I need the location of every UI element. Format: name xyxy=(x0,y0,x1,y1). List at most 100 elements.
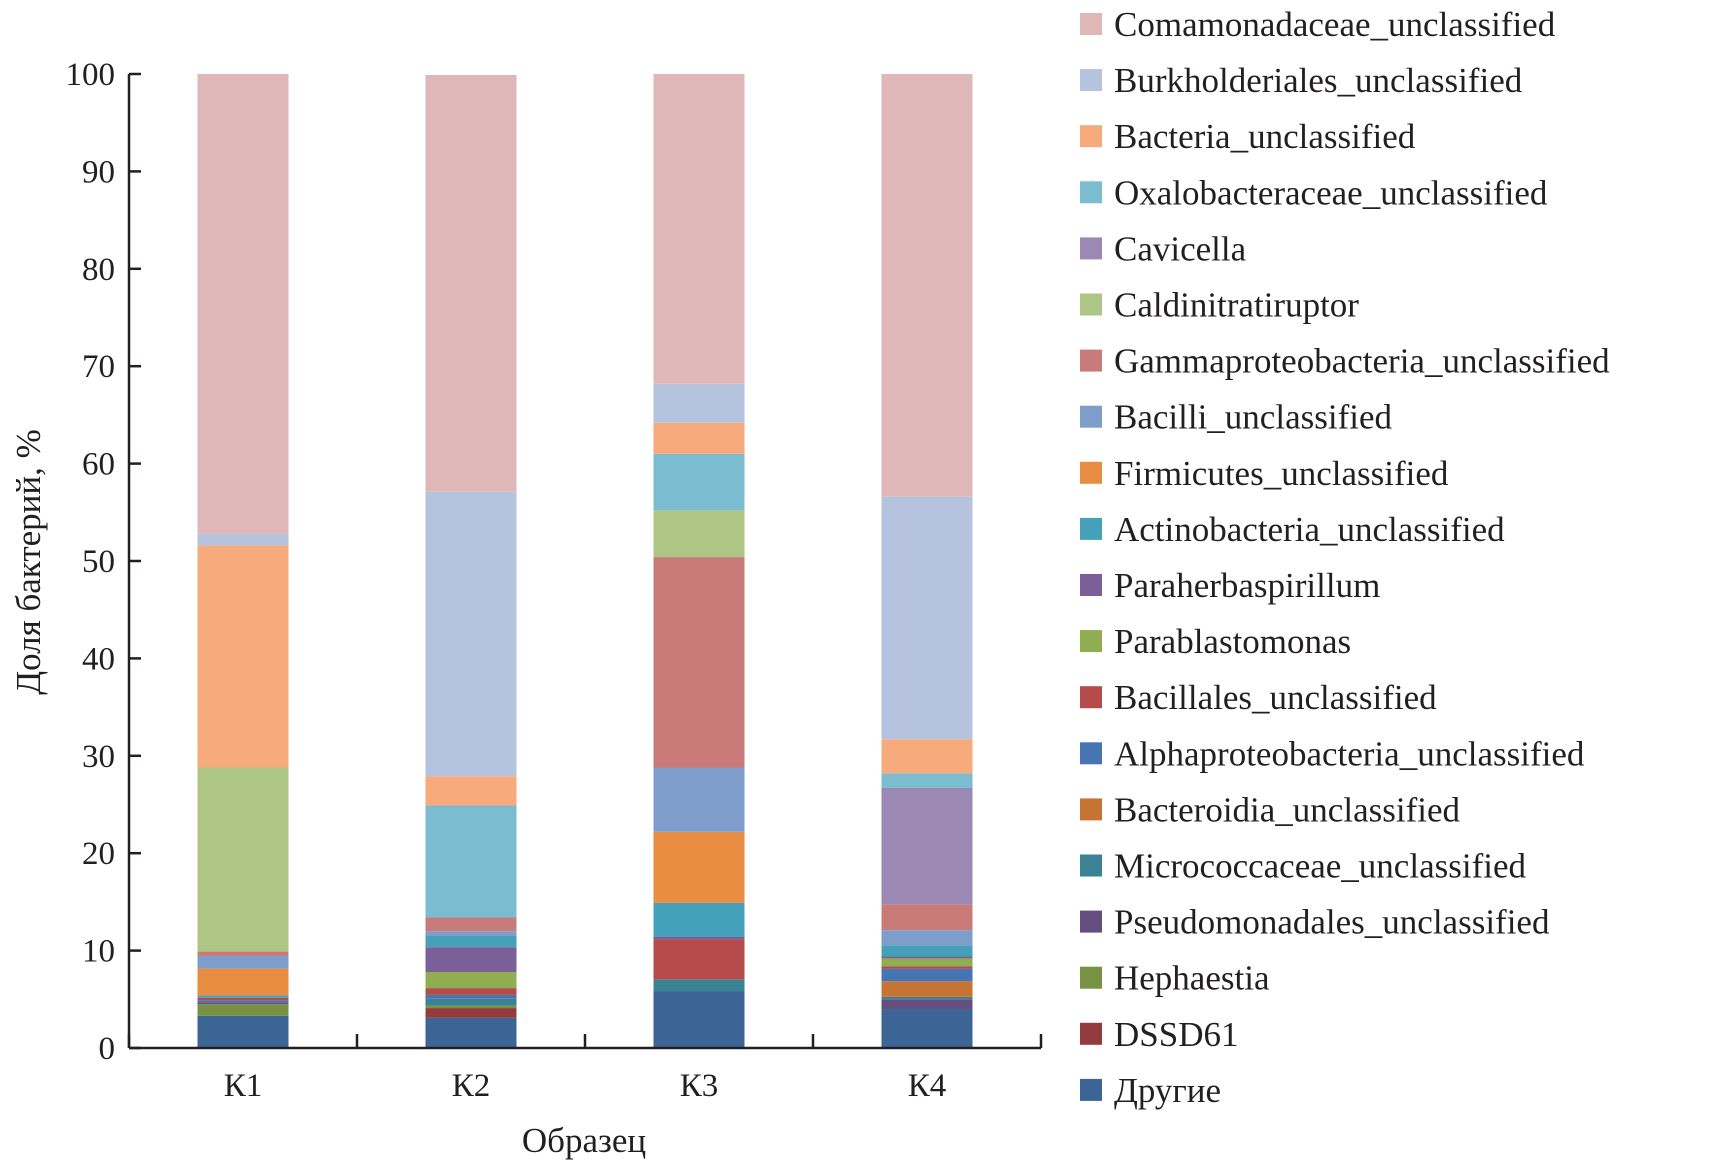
bar-segment-К2-9 xyxy=(425,947,517,973)
legend-swatch xyxy=(1080,686,1102,709)
legend-swatch xyxy=(1080,966,1102,989)
bar-segment-К4-0 xyxy=(881,1009,973,1048)
bar-segment-К3-17 xyxy=(653,422,745,454)
x-tick-label: К2 xyxy=(452,1068,491,1104)
legend-swatch xyxy=(1080,461,1102,484)
legend-label: Micrococcaceae_unclassified xyxy=(1114,847,1526,886)
legend-label: Gammaproteobacteria_unclassified xyxy=(1114,342,1610,381)
legend-swatch xyxy=(1080,854,1102,877)
bar-segment-К4-4 xyxy=(881,996,973,1000)
bar-segment-К1-7 xyxy=(197,997,289,1001)
bar-segment-К4-13 xyxy=(881,904,973,931)
bar-segment-К2-18 xyxy=(425,491,517,777)
bar-segment-К3-7 xyxy=(653,939,745,980)
legend-swatch xyxy=(1080,574,1102,596)
y-tick-label: 90 xyxy=(82,154,115,190)
bar-segment-К2-17 xyxy=(425,776,517,806)
legend-label: Cavicella xyxy=(1114,229,1247,268)
legend-label: Bacilli_unclassified xyxy=(1114,398,1392,437)
legend-label: Actinobacteria_unclassified xyxy=(1114,510,1505,549)
bar-segment-К2-7 xyxy=(425,988,517,995)
x-tick-label: К3 xyxy=(680,1068,719,1104)
bar-segment-К3-14 xyxy=(653,510,745,558)
bar-segment-К2-1 xyxy=(425,1008,517,1018)
bar-segment-К1-19 xyxy=(197,74,289,534)
bar-segment-К2-6 xyxy=(425,994,517,999)
legend-label: Pseudomonadales_unclassified xyxy=(1114,903,1550,942)
legend-label: Firmicutes_unclassified xyxy=(1114,454,1449,493)
bar-segment-К2-19 xyxy=(425,74,517,492)
legend-swatch xyxy=(1080,237,1102,260)
y-tick-label: 80 xyxy=(82,252,115,288)
bar-segment-К2-2 xyxy=(425,1005,517,1009)
bar-segment-К3-11 xyxy=(653,831,745,903)
bar-segment-К4-19 xyxy=(881,74,973,497)
legend-swatch xyxy=(1080,293,1102,316)
legend-swatch xyxy=(1080,630,1102,653)
bars-group xyxy=(197,74,973,1048)
legend-swatch xyxy=(1080,1078,1102,1101)
legend-label: DSSD61 xyxy=(1114,1015,1238,1054)
bar-segment-К4-18 xyxy=(881,496,973,740)
bar-segment-К4-10 xyxy=(881,945,973,957)
bar-segment-К4-12 xyxy=(881,930,973,946)
y-tick-label: 100 xyxy=(66,57,116,93)
bar-segment-К3-19 xyxy=(653,74,745,384)
bar-segment-К3-4 xyxy=(653,979,745,992)
bar-segment-К3-10 xyxy=(653,902,745,937)
y-tick-label: 50 xyxy=(82,544,115,580)
bar-segment-К1-11 xyxy=(197,968,289,996)
legend-label: Bacillales_unclassified xyxy=(1114,678,1437,717)
bar-segment-К2-12 xyxy=(425,931,517,936)
legend-label: Paraherbaspirillum xyxy=(1114,566,1380,605)
legend-label: Hephaestia xyxy=(1114,959,1270,998)
bar-segment-К1-10 xyxy=(197,995,289,998)
legend-swatch xyxy=(1080,910,1102,933)
bar-segment-К4-9 xyxy=(881,956,973,959)
bar-segment-К1-0 xyxy=(197,1015,289,1048)
bar-segment-К4-15 xyxy=(881,787,973,905)
legend-label: Comamonadaceae_unclassified xyxy=(1114,5,1556,44)
y-axis-title: Доля бактерий, % xyxy=(9,429,48,695)
legend-label: Burkholderiales_unclassified xyxy=(1114,61,1523,100)
bar-segment-К3-18 xyxy=(653,383,745,423)
bar-segment-К4-5 xyxy=(881,981,973,997)
x-tick-label: К4 xyxy=(908,1068,947,1104)
bar-segment-К1-6 xyxy=(197,1000,289,1003)
legend-label: Bacteroidia_unclassified xyxy=(1114,790,1460,829)
bar-segment-К2-4 xyxy=(425,998,517,1006)
bar-segment-К3-16 xyxy=(653,453,745,511)
bar-segment-К2-16 xyxy=(425,805,517,918)
legend-swatch xyxy=(1080,517,1102,540)
bar-segment-К4-8 xyxy=(881,958,973,967)
legend-swatch xyxy=(1080,125,1102,148)
legend: Comamonadaceae_unclassified Burkholderial… xyxy=(1080,5,1610,1110)
y-tick-label: 20 xyxy=(82,836,115,872)
legend-swatch xyxy=(1080,405,1102,428)
y-tick-label: 70 xyxy=(82,349,115,385)
bar-segment-К2-10 xyxy=(425,935,517,948)
bar-segment-К1-14 xyxy=(197,767,289,952)
bar-segment-К1-13 xyxy=(197,951,289,956)
bar-segment-К2-8 xyxy=(425,972,517,989)
bar-segment-К3-0 xyxy=(653,991,745,1048)
bar-segment-К1-17 xyxy=(197,545,289,768)
x-tick-label: К1 xyxy=(224,1068,263,1104)
axes-group: К1 К2 К3 К4 0 10 20 30 40 50 60 70 80 90 100 xyxy=(66,57,1043,1104)
legend-swatch xyxy=(1080,742,1102,765)
legend-label: Bacteria_unclassified xyxy=(1114,117,1416,156)
y-tick-label: 0 xyxy=(99,1031,116,1067)
bar-segment-К1-2 xyxy=(197,1004,289,1016)
legend-swatch xyxy=(1080,798,1102,821)
legend-label: Alphaproteobacteria_unclassified xyxy=(1114,734,1585,773)
y-tick-label: 40 xyxy=(82,641,115,677)
legend-swatch xyxy=(1080,69,1102,92)
bar-segment-К4-16 xyxy=(881,773,973,788)
bar-segment-К1-18 xyxy=(197,533,289,546)
x-axis-title: Образец xyxy=(522,1121,646,1160)
y-tick-label: 60 xyxy=(82,447,115,483)
bar-segment-К1-12 xyxy=(197,955,289,969)
legend-swatch xyxy=(1080,349,1102,372)
bar-segment-К4-7 xyxy=(881,966,973,969)
bar-segment-К4-3 xyxy=(881,999,973,1010)
